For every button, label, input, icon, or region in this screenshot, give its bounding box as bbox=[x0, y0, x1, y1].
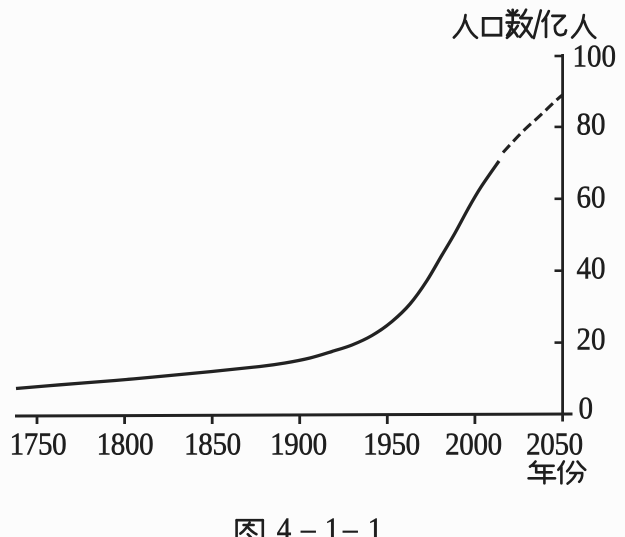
svg-text:–: – bbox=[342, 511, 358, 537]
svg-text:0: 0 bbox=[579, 390, 593, 426]
svg-text:1850: 1850 bbox=[184, 426, 241, 462]
svg-text:60: 60 bbox=[577, 179, 606, 215]
svg-text:2050: 2050 bbox=[526, 426, 583, 462]
svg-text:1800: 1800 bbox=[97, 426, 154, 462]
svg-text:–: – bbox=[300, 511, 316, 537]
svg-text:40: 40 bbox=[577, 250, 606, 286]
svg-text:2000: 2000 bbox=[445, 426, 502, 462]
svg-text:20: 20 bbox=[577, 321, 606, 357]
svg-text:4: 4 bbox=[277, 511, 291, 537]
svg-text:1: 1 bbox=[325, 511, 339, 537]
svg-text:80: 80 bbox=[577, 106, 606, 142]
svg-text:1900: 1900 bbox=[270, 426, 327, 462]
svg-text:1: 1 bbox=[368, 511, 382, 537]
svg-text:100: 100 bbox=[573, 38, 616, 74]
svg-text:1750: 1750 bbox=[10, 426, 67, 462]
svg-text:1950: 1950 bbox=[363, 426, 420, 462]
